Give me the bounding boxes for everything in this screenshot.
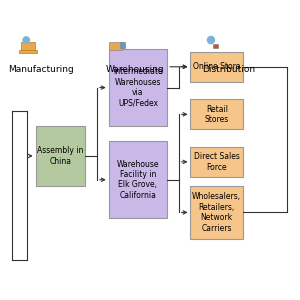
Text: Retail
Stores: Retail Stores [205, 105, 229, 124]
FancyBboxPatch shape [109, 49, 167, 126]
FancyBboxPatch shape [190, 52, 243, 82]
FancyBboxPatch shape [21, 42, 35, 51]
FancyBboxPatch shape [19, 50, 37, 53]
FancyBboxPatch shape [109, 141, 167, 218]
Text: Online Store: Online Store [193, 62, 241, 71]
Text: Distribution: Distribution [202, 65, 255, 74]
FancyBboxPatch shape [213, 44, 218, 48]
FancyBboxPatch shape [190, 100, 243, 129]
Text: Warehousing: Warehousing [106, 65, 164, 74]
FancyBboxPatch shape [190, 147, 243, 177]
FancyBboxPatch shape [109, 42, 122, 50]
Text: Assembly in
China: Assembly in China [37, 146, 84, 166]
FancyBboxPatch shape [36, 126, 85, 186]
Text: Manufacturing: Manufacturing [9, 65, 74, 74]
Text: Warehouse
Facility in
Elk Grove,
California: Warehouse Facility in Elk Grove, Califor… [117, 160, 159, 200]
Text: Wholesalers,
Retailers,
Network
Carriers: Wholesalers, Retailers, Network Carriers [192, 192, 241, 232]
FancyBboxPatch shape [190, 186, 243, 239]
Text: Direct Sales
Force: Direct Sales Force [194, 152, 240, 172]
Circle shape [23, 37, 29, 43]
FancyBboxPatch shape [120, 42, 125, 48]
Circle shape [207, 37, 214, 44]
Text: Intermediate
Warehouses
via
UPS/Fedex: Intermediate Warehouses via UPS/Fedex [113, 68, 163, 108]
